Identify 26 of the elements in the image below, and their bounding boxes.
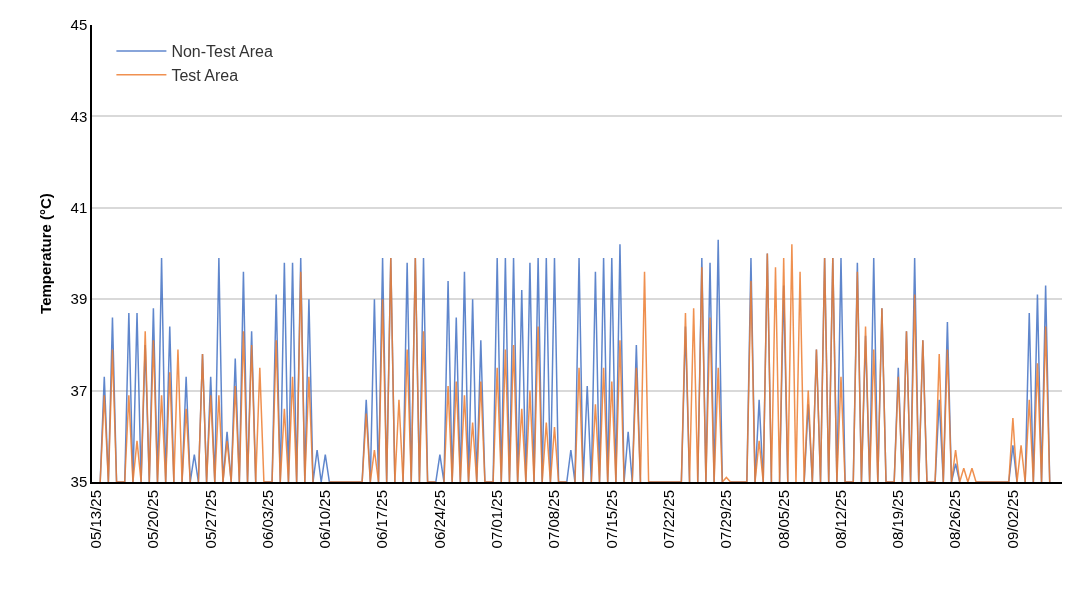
x-tick-label: 08/26/25 [946,490,964,549]
legend-label: Non-Test Area [171,43,273,61]
x-tick-label: 09/02/25 [1003,490,1021,549]
y-tick-label: 37 [70,381,88,399]
x-tick-label: 08/12/25 [831,490,849,549]
x-tick-label: 06/24/25 [430,490,448,549]
x-tick-label: 07/29/25 [717,490,735,549]
x-tick-label: 07/15/25 [602,490,620,549]
x-tick-label: 07/08/25 [545,490,563,549]
x-tick-label: 05/27/25 [201,490,219,549]
x-tick-label: 06/03/25 [258,490,276,549]
y-tick-label: 41 [70,199,88,217]
x-tick-label: 05/20/25 [144,490,162,549]
x-tick-label: 08/19/25 [889,490,907,549]
x-tick-label: 07/01/25 [488,490,506,549]
x-tick-label: 06/10/25 [316,490,334,549]
y-tick-label: 43 [70,107,88,125]
x-tick-label: 06/17/25 [373,490,391,549]
y-tick-label: 35 [70,473,88,491]
legend-label: Test Area [171,67,239,85]
x-tick-label: 05/13/25 [86,490,104,549]
y-axis-title: Temperature (°C) [37,193,55,314]
y-tick-label: 39 [70,290,88,308]
x-tick-label: 08/05/25 [774,490,792,549]
y-tick-label: 45 [70,16,88,34]
x-tick-label: 07/22/25 [659,490,677,549]
